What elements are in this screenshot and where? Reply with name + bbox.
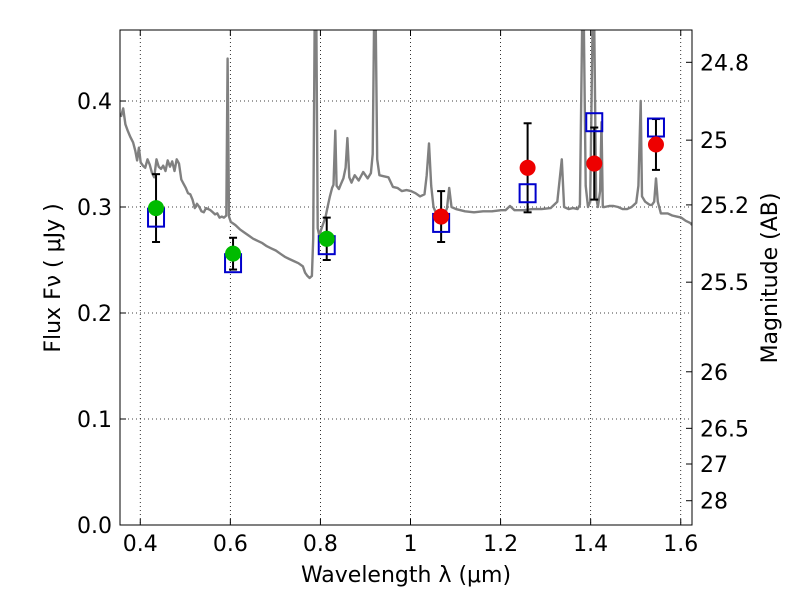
mag-tick-label: 25.2 — [700, 194, 749, 219]
x-tick-label: 1.6 — [663, 532, 698, 557]
red-flux-point — [586, 155, 603, 172]
x-tick-label: 1.4 — [573, 532, 608, 557]
mag-tick-label: 26 — [700, 361, 728, 386]
y-tick-label: 0.0 — [77, 514, 112, 539]
model-flux-box — [518, 183, 537, 204]
x-tick-label: 0.4 — [123, 532, 158, 557]
x-tick-label: 0.6 — [213, 532, 248, 557]
y-tick-label: 0.1 — [77, 408, 112, 433]
y2-axis-label: Magnitude (AB) — [758, 193, 783, 364]
green-flux-point — [318, 230, 335, 247]
y-tick-label: 0.2 — [77, 302, 112, 327]
plot-frame — [119, 29, 693, 526]
axes: 0.4 0.6 0.8 1 1.2 1.4 1.6 0.0 0.1 0.2 0.3 0.4 24.8 25… — [77, 30, 749, 557]
mag-tick-label: 25 — [700, 129, 728, 154]
red-flux-point — [519, 159, 536, 176]
y-tick-label: 0.3 — [77, 196, 112, 221]
mag-tick-label: 24.8 — [700, 51, 749, 76]
mag-tick-label: 26.5 — [700, 417, 749, 442]
red-flux-point — [433, 208, 450, 225]
green-flux-point — [148, 200, 165, 217]
red-flux-point — [647, 136, 664, 153]
mag-tick-label: 28 — [700, 490, 728, 515]
model-flux-box — [585, 112, 604, 133]
mag-tick-label: 25.5 — [700, 271, 749, 296]
x-axis-label: Wavelength λ (μm) — [301, 563, 511, 588]
spectrum-line — [120, 30, 692, 280]
y-axis-label: Flux Fν ( μJy ) — [41, 203, 66, 352]
x-tick-label: 1 — [404, 532, 418, 557]
plot-area — [120, 30, 692, 280]
green-flux-point — [225, 245, 242, 262]
mag-tick-label: 27 — [700, 453, 728, 478]
y-tick-label: 0.4 — [77, 90, 112, 115]
grid-lines — [120, 30, 692, 526]
x-tick-label: 1.2 — [483, 532, 518, 557]
x-tick-label: 0.8 — [303, 532, 338, 557]
